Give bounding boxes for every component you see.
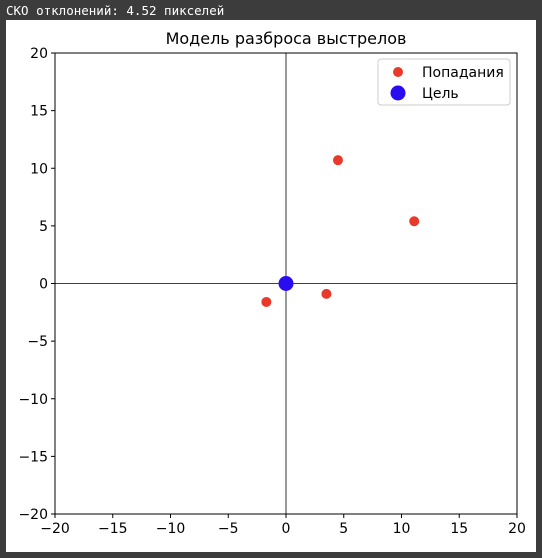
legend-label-hits: Попадания: [422, 65, 504, 81]
y-tick-label: 0: [39, 277, 48, 293]
y-tick-label: −10: [18, 392, 48, 408]
y-tick-label: −5: [27, 334, 48, 350]
legend-marker-hits: [393, 67, 403, 77]
x-tick-label: −10: [156, 521, 186, 537]
hit-point: [409, 216, 420, 227]
legend: Попадания Цель: [377, 58, 511, 106]
x-tick-label: 0: [282, 521, 291, 537]
x-tick-label: 20: [508, 521, 526, 537]
y-tick-label: 20: [30, 46, 48, 62]
figure-canvas: Модель разброса выстрелов −20 −15 −10 −5 0 5 1…: [6, 20, 536, 552]
y-tick-label: 15: [30, 104, 48, 120]
x-tick-label: −20: [40, 521, 70, 537]
legend-marker-target: [390, 85, 406, 101]
x-tick-label: 15: [450, 521, 468, 537]
legend-box: [377, 58, 511, 106]
chart-title: Модель разброса выстрелов: [166, 29, 407, 48]
scatter-chart: Модель разброса выстрелов −20 −15 −10 −5 0 5 1…: [18, 29, 526, 537]
x-tick-label: −15: [98, 521, 128, 537]
hit-point: [321, 288, 332, 299]
status-readout: СКО отклонений: 4.52 пикселей: [6, 3, 225, 18]
x-tick-label: 5: [339, 521, 348, 537]
legend-label-target: Цель: [422, 86, 459, 102]
hit-point: [261, 296, 272, 307]
y-tick-label: 10: [30, 161, 48, 177]
y-tick-label: −20: [18, 507, 48, 523]
target-point: [278, 276, 294, 291]
y-tick-label: 5: [39, 219, 48, 235]
x-tick-label: 10: [393, 521, 411, 537]
hit-point: [332, 155, 343, 166]
x-tick-label: −5: [218, 521, 239, 537]
y-tick-label: −15: [18, 449, 48, 465]
